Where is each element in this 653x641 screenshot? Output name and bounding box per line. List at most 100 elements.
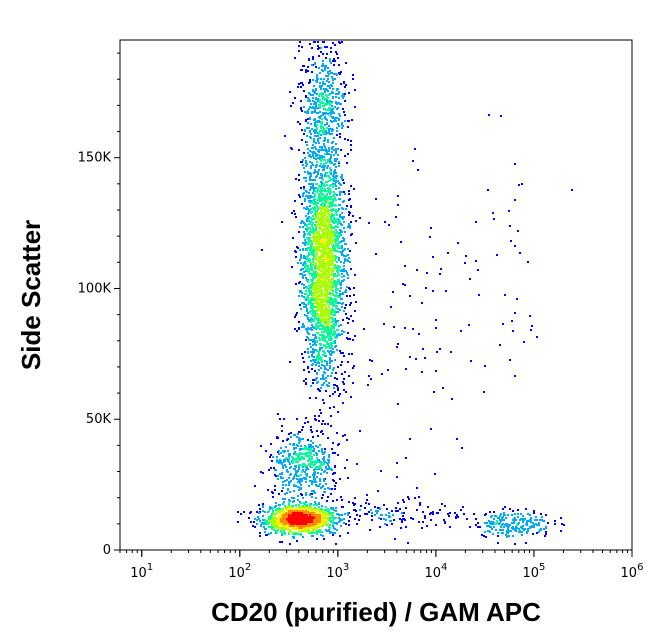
event-dot [506,535,508,537]
event-dot [333,367,335,369]
event-dot [270,454,272,456]
event-dot [419,502,421,504]
event-dot [299,304,301,306]
event-dot [278,527,280,529]
event-dot [289,500,291,502]
event-dot [457,242,459,244]
event-dot [334,118,336,120]
event-dot [308,192,310,194]
event-dot [345,313,347,315]
event-dot [324,488,326,490]
event-dot [310,186,312,188]
event-dot [305,119,307,121]
event-dot [312,245,314,247]
event-dot [326,324,328,326]
event-dot [302,195,304,197]
event-dot [315,336,317,338]
event-dot [290,506,292,508]
event-dot [339,520,341,522]
event-dot [484,365,486,367]
event-dot [419,504,421,506]
event-dot [324,268,326,270]
event-dot [329,335,331,337]
event-dot [315,153,317,155]
event-dot [301,353,303,355]
event-dot [320,412,322,414]
event-dot [294,468,296,470]
event-dot [325,515,327,517]
event-dot [333,173,335,175]
event-dot [341,499,343,501]
event-dot [308,108,310,110]
event-dot [313,448,315,450]
event-dot [326,184,328,186]
event-dot [281,221,283,223]
event-dot [327,213,329,215]
event-dot [304,171,306,173]
event-dot [302,536,304,538]
event-dot [328,102,330,104]
event-dot [341,122,343,124]
event-dot [451,398,453,400]
event-dot [286,479,288,481]
event-dot [319,155,321,157]
event-dot [323,311,325,313]
event-dot [343,522,345,524]
event-dot [326,127,328,129]
event-dot [312,215,314,217]
event-dot [333,120,335,122]
event-dot [318,198,320,200]
event-dot [332,333,334,335]
event-dot [325,355,327,357]
event-dot [309,268,311,270]
event-dot [343,275,345,277]
event-dot [496,520,498,522]
event-dot [319,190,321,192]
event-dot [284,527,286,529]
event-dot [328,456,330,458]
event-dot [341,178,343,180]
event-dot [315,89,317,91]
event-dot [311,456,313,458]
event-dot [300,254,302,256]
event-dot [336,158,338,160]
event-dot [531,325,533,327]
event-dot [296,246,298,248]
event-dot [402,283,404,285]
event-dot [339,296,341,298]
event-dot [337,308,339,310]
event-dot [315,171,317,173]
event-dot [323,460,325,462]
event-dot [296,471,298,473]
event-dot [541,519,543,521]
event-dot [314,334,316,336]
event-dot [337,387,339,389]
event-dot [332,534,334,536]
event-dot [345,289,347,291]
event-dot [274,518,276,520]
event-dot [346,205,348,207]
event-dot [381,373,383,375]
event-dot [311,368,313,370]
event-dot [348,501,350,503]
event-dot [301,478,303,480]
event-dot [318,256,320,258]
event-dot [329,104,331,106]
event-dot [343,268,345,270]
event-dot [325,231,327,233]
event-dot [276,513,278,515]
event-dot [313,320,315,322]
event-dot [292,102,294,104]
event-dot [391,523,393,525]
event-dot [329,514,331,516]
event-dot [340,251,342,253]
event-dot [512,526,514,528]
event-dot [369,529,371,531]
event-dot [318,337,320,339]
event-dot [353,188,355,190]
event-dot [311,128,313,130]
event-dot [341,124,343,126]
event-dot [367,384,369,386]
event-dot [302,84,304,86]
